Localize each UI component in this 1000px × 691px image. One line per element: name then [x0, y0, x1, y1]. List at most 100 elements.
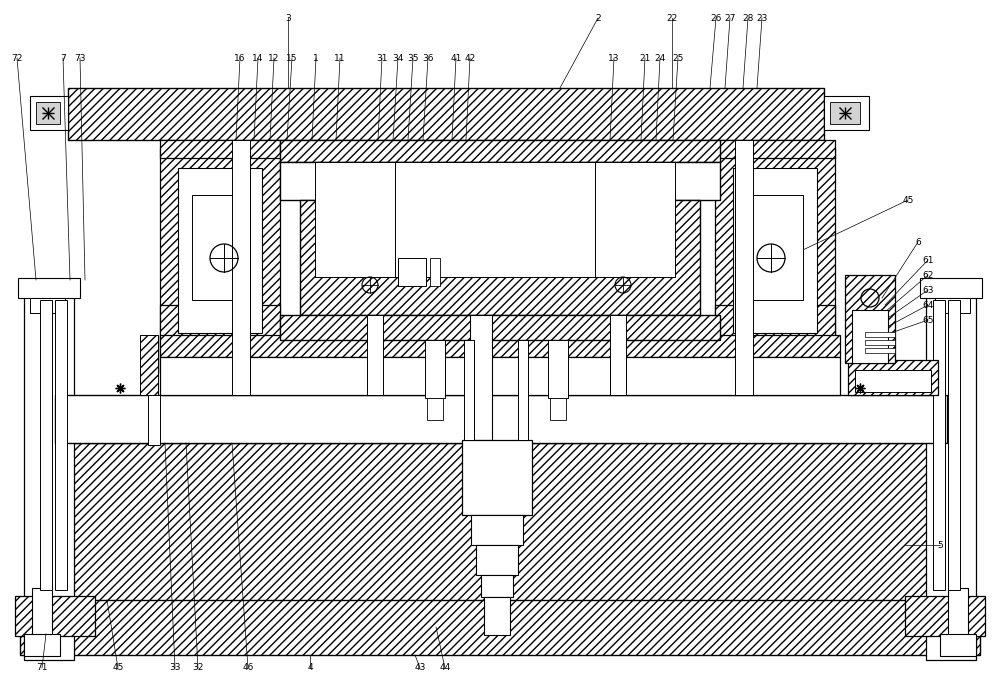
Bar — [865, 348, 895, 353]
Text: 45: 45 — [902, 196, 914, 205]
Text: 13: 13 — [608, 53, 620, 62]
Text: 16: 16 — [234, 53, 246, 62]
Bar — [367, 315, 383, 395]
Bar — [160, 140, 280, 158]
Bar — [148, 395, 160, 445]
Text: 25: 25 — [672, 53, 684, 62]
Bar — [747, 195, 803, 300]
Bar — [824, 96, 869, 130]
Text: 26: 26 — [710, 14, 722, 23]
Text: 2: 2 — [595, 14, 601, 23]
Text: 11: 11 — [334, 53, 346, 62]
Text: 22: 22 — [666, 14, 678, 23]
Text: 45: 45 — [112, 663, 124, 672]
Bar — [518, 340, 528, 440]
Bar — [32, 588, 52, 638]
Bar — [920, 278, 982, 298]
Text: 3: 3 — [285, 14, 291, 23]
Bar — [24, 634, 60, 656]
Text: 43: 43 — [414, 663, 426, 672]
Bar — [36, 102, 60, 124]
Text: 34: 34 — [392, 53, 404, 62]
Bar — [160, 357, 840, 395]
Bar — [948, 588, 968, 638]
Text: 72: 72 — [11, 53, 23, 62]
Bar — [855, 370, 931, 392]
Bar — [160, 148, 280, 373]
Bar — [865, 340, 895, 345]
Bar — [68, 88, 824, 140]
Bar — [845, 275, 895, 363]
Bar — [18, 278, 80, 298]
Bar — [550, 398, 566, 420]
Bar — [905, 596, 985, 636]
Text: 15: 15 — [286, 53, 298, 62]
Bar — [232, 140, 250, 395]
Bar — [935, 298, 970, 313]
Text: 64: 64 — [922, 301, 934, 310]
Bar — [948, 300, 960, 590]
Bar — [430, 258, 440, 286]
Bar — [462, 440, 532, 515]
Bar — [55, 395, 947, 443]
Bar — [20, 600, 980, 655]
Bar — [476, 545, 518, 575]
Text: 23: 23 — [756, 14, 768, 23]
Bar — [848, 360, 938, 395]
Bar — [315, 162, 395, 277]
Bar — [715, 148, 835, 373]
Text: 6: 6 — [915, 238, 921, 247]
Bar — [55, 443, 947, 601]
Bar — [280, 315, 720, 340]
Bar — [40, 300, 52, 590]
Bar — [178, 168, 262, 333]
Bar — [548, 340, 568, 398]
Bar — [398, 258, 426, 286]
Bar — [15, 596, 95, 636]
Text: 21: 21 — [639, 53, 651, 62]
Text: 14: 14 — [252, 53, 264, 62]
Bar — [926, 280, 976, 660]
Bar — [464, 340, 474, 440]
Text: 7: 7 — [60, 53, 66, 62]
Bar — [280, 162, 720, 200]
Text: 31: 31 — [376, 53, 388, 62]
Bar — [470, 315, 492, 440]
Text: 41: 41 — [450, 53, 462, 62]
Bar — [484, 597, 510, 635]
Bar — [471, 515, 523, 545]
Bar — [55, 300, 67, 590]
Text: 35: 35 — [407, 53, 419, 62]
Bar — [192, 195, 248, 300]
Text: 5: 5 — [937, 540, 943, 549]
Text: 65: 65 — [922, 316, 934, 325]
Bar — [940, 634, 976, 656]
Bar — [610, 315, 626, 395]
Text: 28: 28 — [742, 14, 754, 23]
Bar — [595, 162, 675, 277]
Bar — [715, 140, 835, 158]
Bar — [30, 298, 65, 313]
Text: 27: 27 — [724, 14, 736, 23]
Bar — [735, 140, 753, 395]
Bar — [395, 162, 595, 277]
Bar — [852, 310, 888, 363]
Bar — [865, 332, 895, 337]
Text: 33: 33 — [169, 663, 181, 672]
Text: 32: 32 — [192, 663, 204, 672]
Text: 4: 4 — [307, 663, 313, 672]
Bar — [425, 340, 445, 398]
Text: 61: 61 — [922, 256, 934, 265]
Bar — [427, 398, 443, 420]
Bar — [715, 305, 835, 373]
Text: 12: 12 — [268, 53, 280, 62]
Text: 24: 24 — [654, 53, 666, 62]
Bar — [30, 96, 68, 130]
Text: 63: 63 — [922, 285, 934, 294]
Bar — [830, 102, 860, 124]
Text: 71: 71 — [36, 663, 48, 672]
Bar — [24, 280, 74, 660]
Text: 44: 44 — [439, 663, 451, 672]
Bar — [481, 575, 513, 597]
Text: 42: 42 — [464, 53, 476, 62]
